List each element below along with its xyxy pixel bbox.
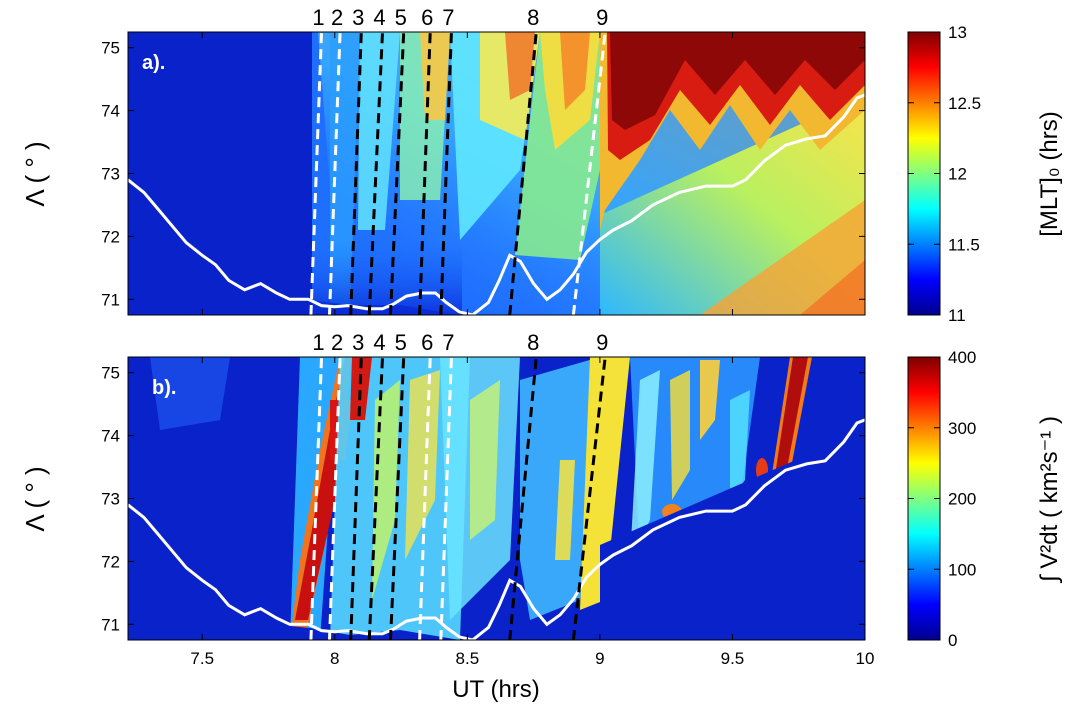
x-tick-label: 8.5	[456, 649, 480, 668]
x-axis-label: UT (hrs)	[452, 676, 540, 703]
colorbar-tick-label: 13	[948, 23, 967, 42]
panel-a-ylabel: Λ ( ° )	[20, 141, 50, 206]
panel-b-event-label: 2	[331, 330, 343, 355]
panel-b-event-label: 3	[352, 330, 364, 355]
x-tick-label: 9	[595, 649, 604, 668]
panel-a-event-label: 5	[395, 5, 407, 30]
panel-b-y-ticks: 71 72 73 74 75	[101, 364, 865, 634]
y-tick-label: 71	[101, 290, 120, 309]
panel-b-event-label: 4	[373, 330, 385, 355]
panel-a-event-label: 2	[331, 5, 343, 30]
x-tick-label: 8	[330, 649, 339, 668]
panel-b-event-label: 8	[527, 330, 539, 355]
panel-b-event-label: 9	[596, 330, 608, 355]
panel-a-heatmap	[128, 32, 865, 315]
x-tick-label: 10	[856, 649, 875, 668]
y-tick-label: 75	[101, 39, 120, 58]
y-tick-label: 75	[101, 364, 120, 383]
x-tick-label: 7.5	[190, 649, 214, 668]
colorbar-tick-label: 12.5	[948, 94, 981, 113]
panel-a-event-label: 4	[373, 5, 385, 30]
panel-b-label: b).	[152, 377, 176, 399]
y-tick-label: 72	[101, 552, 120, 571]
panel-b-event-label: 7	[442, 330, 454, 355]
panel-b-colorbar-ticks: 0 100 200 300 400	[908, 348, 976, 650]
panel-b-event-label: 1	[312, 330, 324, 355]
colorbar-tick-label: 100	[948, 560, 976, 579]
panel-a-colorbar-label: [MLT]₀ (hrs)	[1036, 111, 1063, 237]
y-tick-label: 74	[101, 102, 120, 121]
panel-a-event-label: 3	[352, 5, 364, 30]
panel-a-event-label: 1	[312, 5, 324, 30]
panel-a-event-label: 9	[596, 5, 608, 30]
panel-a-event-label: 8	[527, 5, 539, 30]
panel-a-x-ticks	[201, 32, 866, 315]
panel-a-label: a).	[142, 52, 165, 74]
panel-b-event-label: 6	[421, 330, 433, 355]
panel-a-y-ticks: 71 72 73 74 75	[101, 39, 865, 309]
colorbar-tick-label: 12	[948, 165, 967, 184]
y-tick-label: 73	[101, 490, 120, 509]
panel-a-event-label: 7	[442, 5, 454, 30]
panel-b-colorbar-label: ∫ V²dt ( km²s⁻¹ )	[1036, 416, 1063, 584]
panel-b-event-label: 5	[395, 330, 407, 355]
y-tick-label: 74	[101, 427, 120, 446]
panel-a-boundary-curve	[128, 93, 865, 315]
panel-b-x-ticks: 7.5 8 8.5 9 9.5 10	[190, 357, 874, 668]
panel-a-colorbar-ticks: 11 11.5 12 12.5 13	[908, 23, 981, 325]
colorbar-tick-label: 400	[948, 348, 976, 367]
y-tick-label: 71	[101, 615, 120, 634]
colorbar-tick-label: 11.5	[948, 235, 980, 254]
panel-b-heatmap	[128, 357, 865, 640]
colorbar-tick-label: 0	[948, 631, 957, 650]
x-tick-label: 9.5	[721, 649, 745, 668]
colorbar-tick-label: 300	[948, 419, 976, 438]
panel-b-ylabel: Λ ( ° )	[20, 466, 50, 531]
colorbar-tick-label: 11	[948, 306, 966, 325]
y-tick-label: 73	[101, 165, 120, 184]
colorbar-tick-label: 200	[948, 490, 976, 509]
y-tick-label: 72	[101, 227, 120, 246]
panel-a-event-label: 6	[421, 5, 433, 30]
panel-b-boundary-curve	[128, 418, 865, 640]
